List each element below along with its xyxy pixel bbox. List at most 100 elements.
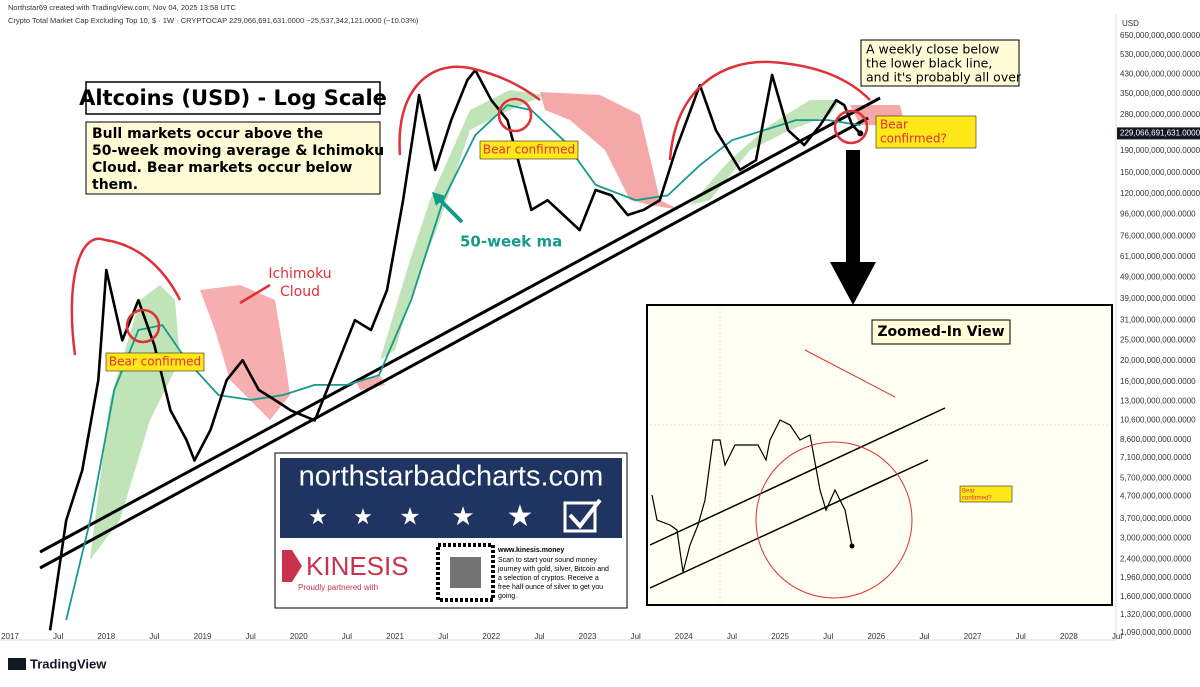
y-tick-label: 3,000,000,000.0000 bbox=[1120, 533, 1192, 542]
cloud-red bbox=[200, 285, 290, 420]
x-tick-label: Jul bbox=[149, 632, 159, 641]
note: Bull markets occur above the bbox=[92, 126, 323, 142]
cloud-label: Cloud bbox=[280, 284, 320, 300]
ad-pitch: free half ounce of silver to get you bbox=[498, 584, 603, 591]
y-tick-label: 39,000,000,000.0000 bbox=[1120, 294, 1196, 303]
inset-trendline bbox=[649, 459, 929, 589]
y-tick-label: 1,600,000,000.0000 bbox=[1120, 592, 1192, 601]
bear-label: Bear bbox=[880, 118, 908, 132]
x-tick-label: 2028 bbox=[1060, 632, 1078, 641]
tv-logo bbox=[8, 658, 26, 670]
warning: the lower black line, bbox=[866, 56, 992, 71]
star: ★ bbox=[353, 504, 373, 529]
y-tick-label: 1,320,000,000.0000 bbox=[1120, 610, 1192, 619]
ad-site: northstarbadcharts.com bbox=[299, 461, 604, 493]
y-tick-label: 1,960,000,000.0000 bbox=[1120, 573, 1192, 582]
x-tick-label: Jul bbox=[342, 632, 352, 641]
ad-pitch: journey with gold, silver, Bitcoin and bbox=[497, 566, 609, 573]
y-tick-label: 13,000,000,000.0000 bbox=[1120, 396, 1196, 405]
y-tick-label: 1,090,000,000.0000 bbox=[1120, 628, 1192, 637]
y-tick-label: 190,000,000,000.0000 bbox=[1120, 146, 1200, 155]
label-box bbox=[105, 352, 205, 372]
ma-arrowhead bbox=[432, 192, 446, 206]
y-tick-label: 20,000,000,000.0000 bbox=[1120, 356, 1196, 365]
inset-dot bbox=[849, 543, 855, 549]
x-tick-label: 2023 bbox=[579, 632, 597, 641]
y-tick-label: 120,000,000,000.0000 bbox=[1120, 189, 1200, 198]
y-tick-label: 280,000,000,000.0000 bbox=[1120, 110, 1200, 119]
series-line bbox=[48, 68, 862, 631]
arc-arrow bbox=[398, 65, 541, 156]
credit: Northstar69 created with TradingView.com… bbox=[8, 3, 236, 12]
trendline bbox=[39, 116, 869, 570]
bear-label: Bear confirmed bbox=[483, 143, 575, 157]
x-tick-label: 2019 bbox=[194, 632, 212, 641]
bear-label: confirmed? bbox=[880, 132, 947, 146]
y-tick-label: 49,000,000,000.0000 bbox=[1120, 273, 1196, 282]
x-tick-label: 2021 bbox=[386, 632, 404, 641]
symbol-line: Crypto Total Market Cap Excluding Top 10… bbox=[8, 16, 419, 25]
down-arrow-shaft bbox=[846, 150, 860, 265]
note: Cloud. Bear markets occur below bbox=[92, 160, 352, 176]
y-tick-label: 61,000,000,000.0000 bbox=[1120, 252, 1196, 261]
y-tick-label: 7,100,000,000.0000 bbox=[1120, 453, 1192, 462]
series-layer bbox=[48, 68, 864, 631]
inset-title-box bbox=[871, 319, 1011, 345]
y-tick-label: 350,000,000,000.0000 bbox=[1120, 89, 1200, 98]
y-tick-label: 16,000,000,000.0000 bbox=[1120, 377, 1196, 386]
star: ★ bbox=[399, 503, 421, 530]
inset-circle bbox=[755, 441, 913, 599]
red-arrows bbox=[70, 60, 871, 356]
x-tick-label: 2017 bbox=[1, 632, 19, 641]
y-tick-label: 2,400,000,000.0000 bbox=[1120, 554, 1192, 563]
star: ★ bbox=[507, 500, 534, 533]
x-tick-label: 2020 bbox=[290, 632, 308, 641]
note: them. bbox=[92, 177, 138, 193]
x-tick-label: Jul bbox=[1112, 632, 1122, 641]
pointer-arrow bbox=[239, 283, 271, 305]
cloud-green bbox=[690, 100, 840, 205]
trendline bbox=[39, 96, 881, 554]
x-tick-label: 2026 bbox=[867, 632, 885, 641]
title-box bbox=[85, 81, 381, 115]
y-tick-label: 76,000,000,000.0000 bbox=[1120, 232, 1196, 241]
y-tick-label: 150,000,000,000.0000 bbox=[1120, 168, 1200, 177]
x-tick-label: Jul bbox=[631, 632, 641, 641]
x-tick-label: Jul bbox=[534, 632, 544, 641]
highlight-circle bbox=[497, 97, 533, 133]
x-tick-label: 2018 bbox=[97, 632, 115, 641]
x-tick-label: Jul bbox=[727, 632, 737, 641]
x-tick-label: Jul bbox=[53, 632, 63, 641]
down-arrow-head bbox=[830, 262, 876, 305]
warning: A weekly close below bbox=[866, 42, 999, 57]
arc-arrow bbox=[668, 60, 871, 161]
y-tick-label: 25,000,000,000.0000 bbox=[1120, 335, 1196, 344]
y-tick-label: 10,600,000,000.0000 bbox=[1120, 416, 1196, 425]
ad-url: www.kinesis.money bbox=[497, 547, 564, 554]
footer-brand: TradingView bbox=[30, 656, 107, 671]
y-tick-label: 430,000,000,000.0000 bbox=[1120, 70, 1200, 79]
ad-pitch: going. bbox=[498, 593, 517, 600]
y-tick-label: 4,700,000,000.0000 bbox=[1120, 491, 1192, 500]
inset-frame bbox=[646, 304, 1113, 606]
y-tick-label: 8,600,000,000.0000 bbox=[1120, 435, 1192, 444]
kinesis-logo bbox=[282, 550, 302, 582]
last-point bbox=[857, 130, 864, 137]
bear-label: Bear confirmed bbox=[109, 355, 201, 369]
ad-stars: ★ ★ ★ ★ ★ bbox=[308, 498, 602, 533]
y-tick-label: 5,700,000,000.0000 bbox=[1120, 473, 1192, 482]
y-tick-label: 650,000,000,000.0000 bbox=[1120, 31, 1200, 40]
y-tick-label: 530,000,000,000.0000 bbox=[1120, 50, 1200, 59]
highlight-circle bbox=[125, 308, 161, 344]
label-box bbox=[479, 140, 579, 160]
check-box bbox=[563, 501, 597, 533]
axis-unit: USD bbox=[1122, 19, 1139, 28]
arc-arrow bbox=[70, 237, 182, 356]
inset-title: Zoomed-In View bbox=[877, 324, 1004, 340]
warning: and it's probably all over bbox=[866, 70, 1022, 85]
x-tick-label: Jul bbox=[823, 632, 833, 641]
x-tick-label: 2022 bbox=[482, 632, 500, 641]
x-tick-label: Jul bbox=[1016, 632, 1026, 641]
check bbox=[568, 498, 602, 530]
